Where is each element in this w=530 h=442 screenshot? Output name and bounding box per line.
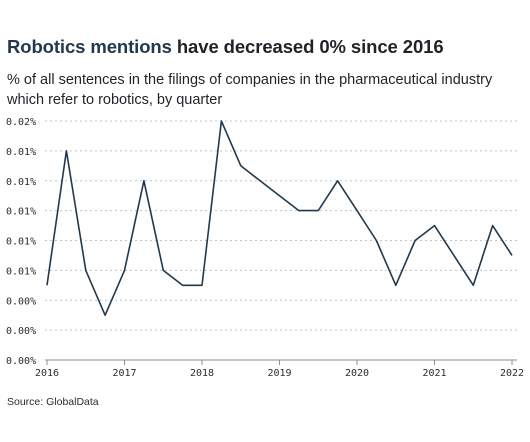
title-highlight: Robotics mentions (7, 36, 172, 57)
chart-subtitle: % of all sentences in the filings of com… (7, 72, 493, 108)
y-tick-label: 0.01% (6, 237, 36, 248)
y-tick-label: 0.00% (6, 356, 36, 367)
x-tick-label: 2020 (345, 368, 369, 379)
chart-title: Robotics mentions have decreased 0% sinc… (7, 36, 444, 58)
y-tick-label: 0.00% (6, 326, 36, 337)
x-tick-label: 2018 (190, 368, 214, 379)
y-tick-labels: 0.00% 0.00% 0.00% 0.01% 0.01% 0.01% 0.01% 0.01%… (6, 117, 36, 367)
x-tick-label: 2019 (267, 368, 291, 379)
series-layer (46, 120, 513, 317)
x-tick-label: 2017 (112, 368, 136, 379)
y-tick-label: 0.01% (6, 266, 36, 277)
y-tick-label: 0.01% (6, 147, 36, 158)
x-tick-label: 2016 (35, 368, 59, 379)
y-tick-label: 0.01% (6, 207, 36, 218)
grid-layer (45, 120, 517, 361)
y-tick-label: 0.02% (6, 117, 36, 128)
x-tick-label: 2021 (422, 368, 446, 379)
source-note: Source: GlobalData (7, 396, 99, 408)
series-line (46, 120, 513, 317)
x-tick-labels: 2016 2017 2018 2019 2020 2021 2022 (35, 360, 524, 379)
title-rest: have decreased 0% since 2016 (176, 36, 444, 57)
x-tick-label: 2022 (500, 368, 524, 379)
y-tick-label: 0.01% (6, 177, 36, 188)
y-tick-label: 0.00% (6, 296, 36, 307)
